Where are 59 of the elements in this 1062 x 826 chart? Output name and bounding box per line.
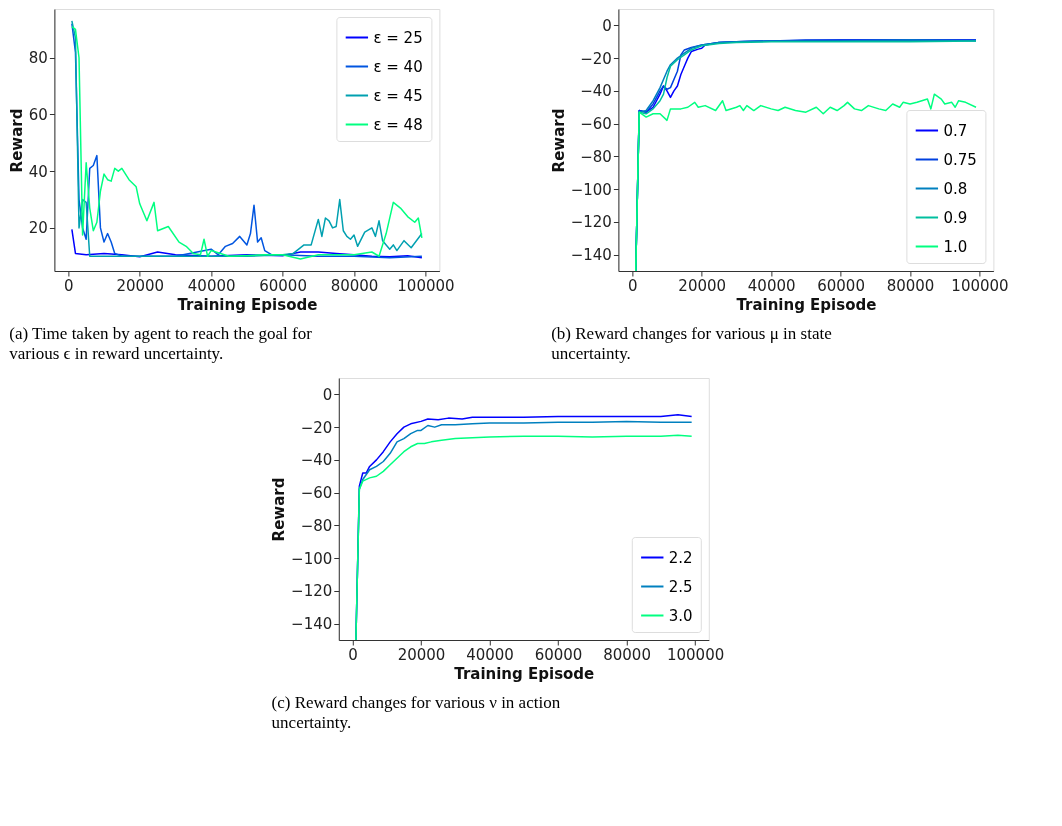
y-tick-label: 80 — [28, 49, 48, 68]
x-tick-label: 20000 — [678, 276, 727, 295]
x-tick-label: 60000 — [534, 645, 583, 664]
legend-label: ε = 25 — [373, 28, 423, 47]
text: (b) Reward changes for various μ in state uncertainty. — [551, 324, 832, 363]
x-tick-label: 60000 — [817, 276, 865, 295]
x-axis-title: Training Episode — [736, 295, 877, 314]
y-tick-label: 0 — [322, 385, 333, 404]
legend-label: ε = 45 — [373, 86, 423, 105]
y-tick-label: −80 — [580, 147, 612, 166]
y-tick-label: −20 — [580, 49, 612, 68]
y-tick-label: 60 — [28, 105, 48, 124]
y-tick-label: 40 — [28, 162, 48, 181]
x-tick-label: 0 — [348, 645, 358, 664]
x-axis-title: Training Episode — [454, 664, 595, 683]
x-tick-label: 0 — [64, 276, 74, 295]
legend-label: 0.75 — [943, 150, 977, 169]
y-tick-label: −100 — [291, 549, 333, 568]
legend-label: 0.8 — [943, 179, 968, 198]
x-tick-label: 80000 — [886, 276, 935, 295]
x-tick-label: 20000 — [397, 645, 446, 664]
x-tick-label: 0 — [627, 276, 638, 295]
y-tick-label: −20 — [300, 418, 333, 437]
x-tick-label: 60000 — [259, 276, 307, 295]
legend-label: 0.9 — [943, 208, 968, 227]
y-axis-title: Reward — [7, 108, 26, 173]
x-tick-label: 40000 — [187, 276, 236, 295]
y-tick-label: −60 — [580, 115, 612, 134]
y-tick-label: −120 — [570, 213, 612, 232]
x-tick-label: 100000 — [397, 276, 455, 295]
text: (a) Time taken by agent to reach the goal for various ϵ in reward uncertainty. — [9, 324, 313, 363]
x-tick-label: 80000 — [603, 645, 651, 664]
x-tick-label: 40000 — [747, 276, 796, 295]
y-axis-title: Reward — [270, 477, 289, 542]
y-axis-title: Reward — [549, 108, 568, 173]
y-tick-label: −80 — [300, 516, 333, 535]
y-tick-label: −40 — [580, 82, 612, 101]
y-tick-label: 0 — [602, 16, 612, 35]
text: (c) Reward changes for various ν in action uncertainty. — [271, 693, 561, 732]
legend-label: ε = 40 — [373, 57, 423, 76]
x-tick-label: 100000 — [951, 276, 1009, 295]
x-tick-label: 100000 — [666, 645, 725, 664]
legend-label: 2.5 — [668, 577, 693, 596]
x-tick-label: 20000 — [116, 276, 165, 295]
y-tick-label: −40 — [300, 451, 333, 470]
y-tick-label: −140 — [291, 615, 333, 634]
legend-label: 2.2 — [668, 548, 693, 567]
legend-label: 3.0 — [668, 606, 693, 625]
y-tick-label: −120 — [291, 582, 333, 601]
y-tick-label: 20 — [28, 219, 48, 238]
y-tick-label: −60 — [300, 484, 333, 503]
x-axis-title: Training Episode — [177, 295, 318, 314]
x-tick-label: 80000 — [330, 276, 379, 295]
legend-label: 1.0 — [943, 237, 968, 256]
y-tick-label: −100 — [570, 180, 612, 199]
legend-label: ε = 48 — [373, 115, 423, 134]
y-tick-label: −140 — [570, 246, 612, 265]
x-tick-label: 40000 — [466, 645, 514, 664]
legend-label: 0.7 — [943, 121, 968, 140]
